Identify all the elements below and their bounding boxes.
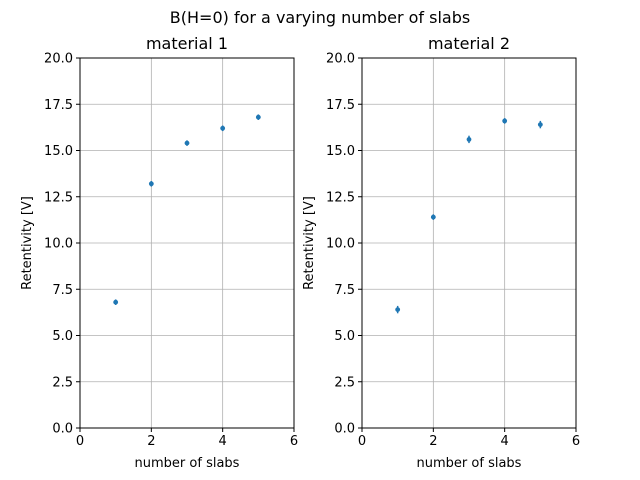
data-point <box>220 125 226 131</box>
y-axis-label: Retentivity [V] <box>302 196 317 290</box>
y-tick-label: 17.5 <box>326 98 355 113</box>
data-point <box>255 114 261 120</box>
data-point <box>430 214 436 220</box>
data-point <box>502 118 508 124</box>
y-tick-label: 0.0 <box>334 422 355 437</box>
x-tick-label: 2 <box>429 434 437 449</box>
y-tick-label: 12.5 <box>44 190 73 205</box>
y-tick-label: 5.0 <box>334 329 355 344</box>
data-point <box>537 122 543 127</box>
y-tick-label: 10.0 <box>326 237 355 252</box>
data-point <box>148 181 154 187</box>
x-tick-label: 4 <box>501 434 509 449</box>
subplot-material-1: 0 2 4 6 0.0 2.5 5.0 7.5 10.0 12.5 15.0 17.5 20.0 mate… <box>20 34 298 471</box>
subplot-material-2: 0 2 4 6 0.0 2.5 5.0 7.5 10.0 12.5 15.0 17.5 20.0 mate… <box>302 34 580 471</box>
data-point <box>466 137 472 142</box>
x-tick-label: 0 <box>76 434 84 449</box>
y-tick-label: 2.5 <box>334 375 355 390</box>
x-tick-label: 2 <box>147 434 155 449</box>
subplot-title: material 2 <box>428 34 510 53</box>
y-tick-label: 2.5 <box>52 375 73 390</box>
y-tick-label: 10.0 <box>44 237 73 252</box>
y-axis-label: Retentivity [V] <box>20 196 35 290</box>
y-tick-label: 12.5 <box>326 190 355 205</box>
x-axis-label: number of slabs <box>417 456 522 471</box>
y-tick-label: 0.0 <box>52 422 73 437</box>
y-tick-label: 17.5 <box>44 98 73 113</box>
subplot-title: material 1 <box>146 34 228 53</box>
y-tick-label: 7.5 <box>52 283 73 298</box>
x-tick-label: 6 <box>572 434 580 449</box>
y-tick-label: 15.0 <box>44 144 73 159</box>
data-point <box>395 307 401 312</box>
y-tick-label: 15.0 <box>326 144 355 159</box>
y-tick-label: 7.5 <box>334 283 355 298</box>
data-point <box>113 299 119 305</box>
x-axis-label: number of slabs <box>135 456 240 471</box>
y-tick-label: 20.0 <box>44 52 73 67</box>
figure-suptitle: B(H=0) for a varying number of slabs <box>170 8 470 27</box>
x-tick-label: 6 <box>290 434 298 449</box>
y-tick-label: 20.0 <box>326 52 355 67</box>
data-point <box>184 140 190 146</box>
x-tick-label: 0 <box>358 434 366 449</box>
x-tick-label: 4 <box>219 434 227 449</box>
y-tick-label: 5.0 <box>52 329 73 344</box>
